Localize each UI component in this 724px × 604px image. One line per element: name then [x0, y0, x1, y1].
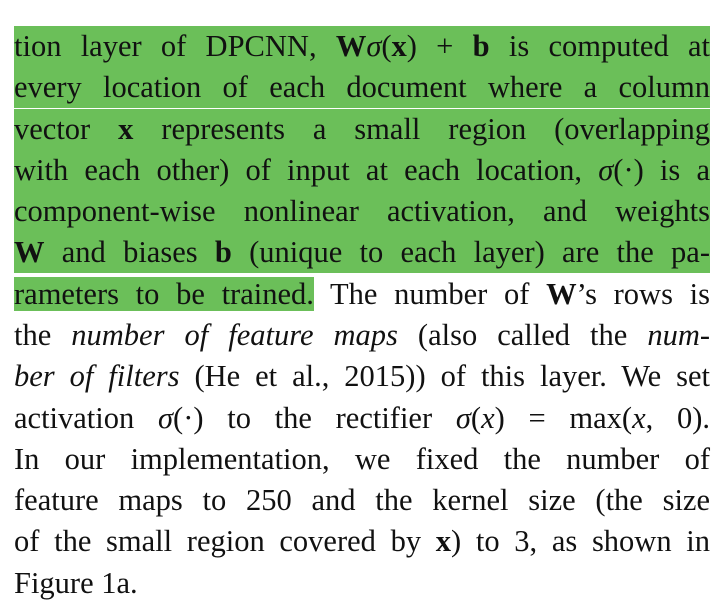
highlighted-span: rameters to be trained.: [14, 277, 314, 311]
text-run: activation: [14, 401, 158, 435]
text-line-12: feature maps to 250 and the kernel size …: [14, 480, 710, 521]
text-run: Figure 1a.: [14, 566, 138, 600]
text-run: vector: [14, 112, 119, 146]
italic-text: x: [632, 401, 646, 435]
text-run: tion layer of DPCNN,: [14, 29, 336, 63]
text-line-2: every location of each document where a …: [14, 67, 710, 108]
text-run: (He et al., 2015)) of this layer. We set: [179, 359, 711, 393]
text-run: ) +: [406, 29, 473, 63]
bold-math-symbol: W: [335, 29, 367, 63]
text-line-11: In our implementation, we fixed the numb…: [14, 439, 710, 480]
text-line-3: vector x represents a small region (over…: [14, 109, 710, 150]
text-run: ) = max(: [494, 401, 633, 435]
bold-math-symbol: b: [472, 29, 490, 63]
italic-text: ber of filters: [14, 359, 180, 393]
text-run: (·) is a: [613, 153, 710, 187]
italic-text: num-: [647, 318, 710, 352]
text-run: represents a small region (overlapping: [133, 112, 710, 146]
text-run: In our implementation, we fixed the numb…: [14, 442, 710, 476]
text-run: rameters to be trained.: [14, 277, 314, 311]
text-run: (·) to the rectifier: [173, 401, 456, 435]
italic-text: σ: [598, 153, 614, 187]
text-line-8: the number of feature maps (also called …: [14, 315, 710, 356]
italic-text: σ: [366, 29, 382, 63]
bold-math-symbol: x: [435, 524, 452, 558]
text-run: the: [14, 318, 72, 352]
italic-text: σ: [157, 401, 174, 435]
italic-text: number of feature maps: [71, 318, 398, 352]
text-run: (unique to each layer) are the pa-: [231, 235, 710, 269]
text-run: and biases: [44, 235, 215, 269]
text-line-7: rameters to be trained. The number of W’…: [14, 274, 710, 315]
text-line-1: tion layer of DPCNN, Wσ(x) + b is comput…: [14, 26, 710, 67]
text-run: The number of: [313, 277, 547, 311]
text-run: with each other) of input at each locati…: [14, 153, 599, 187]
plain-span: The number of W’s rows is: [314, 277, 710, 311]
text-run: feature maps to 250 and the kernel size …: [14, 483, 710, 517]
italic-text: x: [481, 401, 495, 435]
text-line-13: of the small region covered by x) to 3, …: [14, 521, 710, 562]
text-line-5: component-wise nonlinear activation, and…: [14, 191, 710, 232]
text-run: ’s rows is: [576, 277, 710, 311]
text-run: ) to 3, as shown in: [451, 524, 710, 558]
text-line-6: W and biases b (unique to each layer) ar…: [14, 232, 710, 273]
text-run: every location of each document where a …: [14, 70, 710, 104]
bold-math-symbol: b: [214, 235, 232, 269]
text-line-9: ber of filters (He et al., 2015)) of thi…: [14, 356, 710, 397]
bold-math-symbol: W: [14, 235, 45, 269]
bold-math-symbol: x: [118, 112, 134, 146]
text-run: , 0).: [645, 401, 710, 435]
text-run: is computed at: [489, 29, 710, 63]
text-run: (: [470, 401, 482, 435]
text-run: (: [381, 29, 392, 63]
italic-text: σ: [455, 401, 471, 435]
text-run: component-wise nonlinear activation, and…: [14, 194, 710, 228]
text-line-4: with each other) of input at each locati…: [14, 150, 710, 191]
bold-math-symbol: W: [546, 277, 577, 311]
text-run: of the small region covered by: [14, 524, 436, 558]
text-run: (also called the: [397, 318, 648, 352]
text-line-10: activation σ(·) to the rectifier σ(x) = …: [14, 398, 710, 439]
text-line-14: Figure 1a.: [14, 563, 138, 604]
bold-math-symbol: x: [391, 29, 407, 63]
